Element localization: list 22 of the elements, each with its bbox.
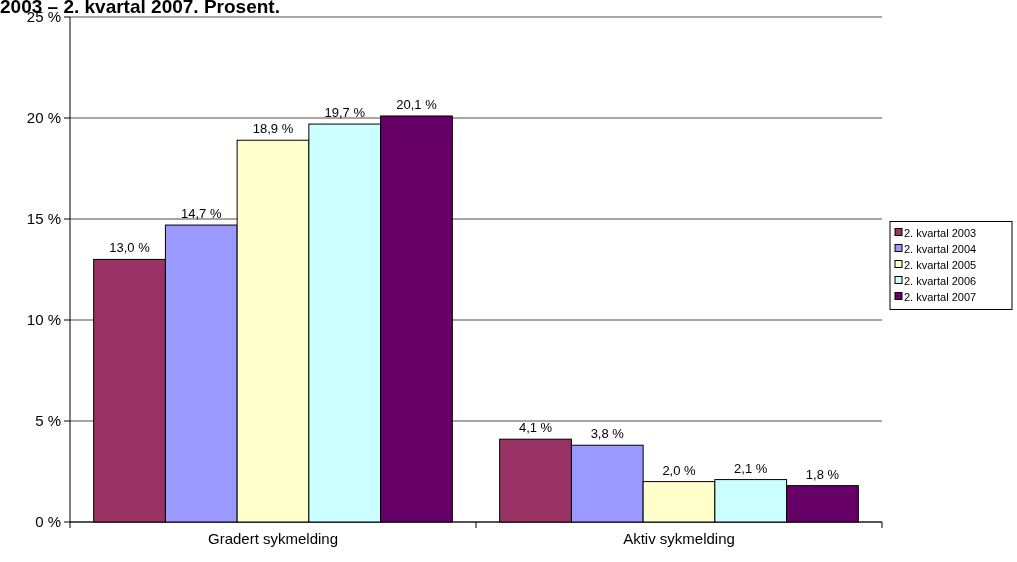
y-tick-label: 5 % (35, 412, 61, 430)
data-label: 1,8 % (805, 466, 840, 482)
data-label: 19,7 % (324, 105, 366, 121)
data-label: 18,9 % (252, 121, 294, 137)
legend-label: 2. kvartal 2007 (904, 290, 977, 303)
data-label: 20,1 % (396, 96, 438, 112)
y-tick-label: 0 % (35, 513, 61, 531)
data-label: 4,1 % (518, 420, 553, 436)
y-tick-label: 15 % (26, 210, 61, 228)
x-tick-label: Gradert sykmelding (207, 530, 339, 547)
data-label: 13,0 % (109, 240, 151, 256)
data-label: 3,8 % (590, 426, 625, 442)
y-tick-label: 10 % (26, 311, 61, 329)
data-label: 2,0 % (662, 462, 697, 478)
legend-label: 2. kvartal 2004 (904, 242, 977, 255)
x-tick-label: Aktiv sykmelding (623, 530, 735, 547)
data-label: 2,1 % (734, 460, 768, 476)
legend-label: 2. kvartal 2003 (904, 226, 977, 239)
legend-label: 2. kvartal 2006 (904, 274, 977, 287)
y-tick-label: 20 % (26, 109, 61, 127)
data-label: 14,7 % (181, 206, 222, 222)
legend-label: 2. kvartal 2005 (904, 258, 977, 271)
